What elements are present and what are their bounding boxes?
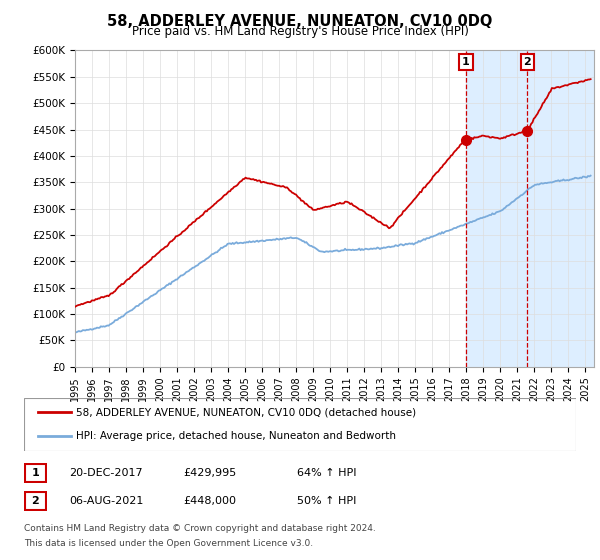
- Text: 50% ↑ HPI: 50% ↑ HPI: [297, 496, 356, 506]
- Text: 20-DEC-2017: 20-DEC-2017: [69, 468, 143, 478]
- Text: 06-AUG-2021: 06-AUG-2021: [69, 496, 143, 506]
- Text: HPI: Average price, detached house, Nuneaton and Bedworth: HPI: Average price, detached house, Nune…: [76, 431, 397, 441]
- Text: 2: 2: [524, 57, 532, 67]
- Text: Contains HM Land Registry data © Crown copyright and database right 2024.: Contains HM Land Registry data © Crown c…: [24, 524, 376, 533]
- Text: 64% ↑ HPI: 64% ↑ HPI: [297, 468, 356, 478]
- Text: 1: 1: [32, 468, 39, 478]
- Text: £448,000: £448,000: [183, 496, 236, 506]
- Text: Price paid vs. HM Land Registry's House Price Index (HPI): Price paid vs. HM Land Registry's House …: [131, 25, 469, 38]
- Text: 2: 2: [32, 496, 39, 506]
- Text: £429,995: £429,995: [183, 468, 236, 478]
- Text: 1: 1: [462, 57, 470, 67]
- Text: 58, ADDERLEY AVENUE, NUNEATON, CV10 0DQ (detached house): 58, ADDERLEY AVENUE, NUNEATON, CV10 0DQ …: [76, 408, 416, 418]
- Text: 58, ADDERLEY AVENUE, NUNEATON, CV10 0DQ: 58, ADDERLEY AVENUE, NUNEATON, CV10 0DQ: [107, 14, 493, 29]
- Bar: [466, 50, 594, 367]
- Text: This data is licensed under the Open Government Licence v3.0.: This data is licensed under the Open Gov…: [24, 539, 313, 548]
